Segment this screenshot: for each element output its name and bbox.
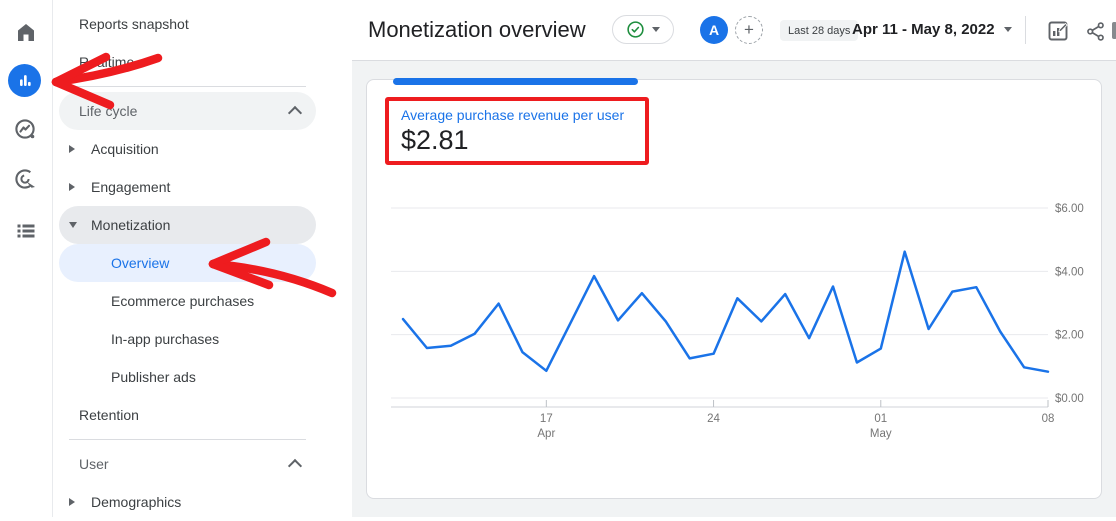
y-axis-label: $0.00 (1055, 393, 1084, 405)
sidebar-item-label: Overview (111, 255, 170, 271)
sidebar-item-label: Engagement (91, 179, 171, 195)
sidebar-item-label: Publisher ads (111, 369, 196, 385)
chevron-down-icon (69, 222, 77, 228)
line-chart: $6.00 $4.00 $2.00 $0.00 17 Apr 24 01 May 08 (391, 195, 1100, 457)
sidebar-item-label: Realtime (79, 54, 135, 70)
sidebar-item-demographics[interactable]: Demographics (59, 483, 316, 521)
chevron-up-icon (287, 458, 303, 474)
metric-label[interactable]: Average purchase revenue per user (401, 107, 625, 123)
y-axis-label: $6.00 (1055, 203, 1084, 215)
nav-divider (53, 81, 352, 92)
add-comparison-button[interactable]: + (735, 16, 763, 44)
chevron-right-icon (69, 145, 75, 153)
sidebar-item-label: Acquisition (91, 141, 159, 157)
sidebar-item-label: Monetization (91, 217, 171, 233)
sidebar-item-ecommerce-purchases[interactable]: Ecommerce purchases (59, 282, 316, 320)
sidebar-item-in-app-purchases[interactable]: In-app purchases (59, 320, 316, 358)
metric-card: Average purchase revenue per user $2.81 … (366, 78, 1102, 499)
customize-report-icon[interactable] (1046, 19, 1070, 43)
sidebar-item-engagement[interactable]: Engagement (59, 168, 316, 206)
y-axis-label: $4.00 (1055, 266, 1084, 278)
sidebar-item-label: Life cycle (79, 103, 138, 119)
date-range-picker[interactable]: Apr 11 - May 8, 2022 (852, 21, 1012, 38)
sidebar-item-acquisition[interactable]: Acquisition (59, 130, 316, 168)
chevron-down-icon (1003, 27, 1012, 32)
sidebar-item-monetization[interactable]: Monetization (59, 206, 316, 244)
selected-tab-indicator[interactable] (393, 78, 638, 85)
sidebar-item-overview[interactable]: Overview (59, 244, 316, 282)
x-axis-sublabel: May (870, 428, 892, 440)
sidebar-item-label: Retention (79, 407, 139, 423)
y-axis-label: $2.00 (1055, 330, 1084, 342)
reports-icon[interactable] (8, 64, 41, 97)
page-title: Monetization overview (368, 17, 586, 42)
chevron-right-icon (69, 183, 75, 191)
sidebar-item-reports-snapshot[interactable]: Reports snapshot (59, 5, 316, 43)
report-header: Monetization overview A + Last 28 days A… (352, 0, 1116, 61)
date-preset-badge: Last 28 days (780, 20, 859, 41)
sidebar-item-retention[interactable]: Retention (59, 396, 316, 434)
x-axis-sublabel: Apr (537, 428, 555, 440)
app-rail (0, 0, 53, 517)
sidebar-item-label: Reports snapshot (79, 16, 189, 32)
check-circle-icon (627, 21, 644, 38)
reports-nav: Reports snapshot Realtime Life cycle Acquis… (53, 0, 352, 517)
sidebar-item-label: User (79, 456, 109, 472)
report-status-dropdown[interactable] (612, 15, 674, 44)
sidebar-item-user[interactable]: User (59, 445, 316, 483)
chart-line-series (401, 250, 1050, 373)
sidebar-item-label: Demographics (91, 494, 182, 510)
home-icon[interactable] (0, 12, 52, 52)
chevron-right-icon (69, 498, 75, 506)
x-axis-label: 24 (707, 413, 720, 425)
explore-icon[interactable] (0, 110, 52, 150)
date-range-label: Apr 11 - May 8, 2022 (852, 21, 995, 38)
avatar[interactable]: A (700, 16, 728, 44)
x-axis-label: 08 (1042, 413, 1055, 425)
x-axis-label: 17 (540, 413, 553, 425)
nav-divider (53, 434, 352, 445)
sidebar-item-label: In-app purchases (111, 331, 220, 347)
metric-value: $2.81 (401, 125, 469, 155)
sidebar-item-publisher-ads[interactable]: Publisher ads (59, 358, 316, 396)
report-content: Monetization overview A + Last 28 days A… (352, 0, 1116, 517)
chevron-down-icon (652, 27, 660, 32)
chevron-up-icon (287, 105, 303, 121)
advertising-icon[interactable] (0, 160, 52, 200)
share-icon[interactable] (1085, 21, 1109, 45)
library-icon[interactable] (0, 211, 52, 251)
sidebar-item-realtime[interactable]: Realtime (59, 43, 316, 81)
sidebar-item-life-cycle[interactable]: Life cycle (59, 92, 316, 130)
insights-icon[interactable] (1112, 22, 1116, 39)
sidebar-item-label: Ecommerce purchases (111, 293, 255, 309)
x-axis-label: 01 (874, 413, 887, 425)
header-divider (1025, 16, 1026, 44)
